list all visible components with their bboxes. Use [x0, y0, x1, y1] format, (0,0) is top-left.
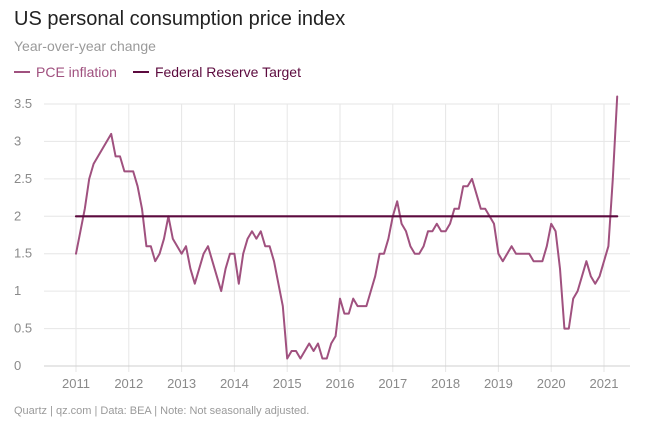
y-tick-label: 3 — [14, 133, 21, 148]
y-tick-label: 1 — [14, 283, 21, 298]
y-tick-label: 3.5 — [14, 96, 32, 111]
chart-title: US personal consumption price index — [14, 8, 346, 30]
y-tick-label: 0.5 — [14, 321, 32, 336]
y-tick-label: 1.5 — [14, 246, 32, 261]
y-tick-label: 2 — [14, 208, 21, 223]
legend-item-pce: PCE inflation — [14, 64, 117, 80]
x-tick-label: 2013 — [167, 376, 196, 391]
x-tick-label: 2021 — [590, 376, 619, 391]
x-tick-label: 2018 — [431, 376, 460, 391]
chart-subtitle: Year-over-year change — [14, 38, 156, 54]
x-tick-label: 2015 — [273, 376, 302, 391]
x-tick-label: 2012 — [114, 376, 143, 391]
legend-swatch-pce — [14, 71, 30, 73]
x-tick-label: 2020 — [537, 376, 566, 391]
x-tick-label: 2014 — [220, 376, 249, 391]
series-line-pce-inflation — [75, 95, 619, 360]
x-tick-label: 2011 — [62, 376, 90, 391]
x-tick-label: 2016 — [326, 376, 355, 391]
legend: PCE inflation Federal Reserve Target — [14, 64, 317, 80]
x-tick-label: 2017 — [378, 376, 407, 391]
chart-source-note: Quartz | qz.com | Data: BEA | Note: Not … — [14, 405, 310, 417]
legend-label-pce: PCE inflation — [36, 64, 117, 80]
legend-item-fed-target: Federal Reserve Target — [132, 64, 301, 80]
y-tick-label: 2.5 — [14, 171, 32, 186]
x-tick-label: 2019 — [484, 376, 513, 391]
legend-swatch-fed-target — [132, 71, 149, 73]
legend-label-fed-target: Federal Reserve Target — [154, 64, 301, 80]
y-tick-label: 0 — [14, 358, 21, 373]
